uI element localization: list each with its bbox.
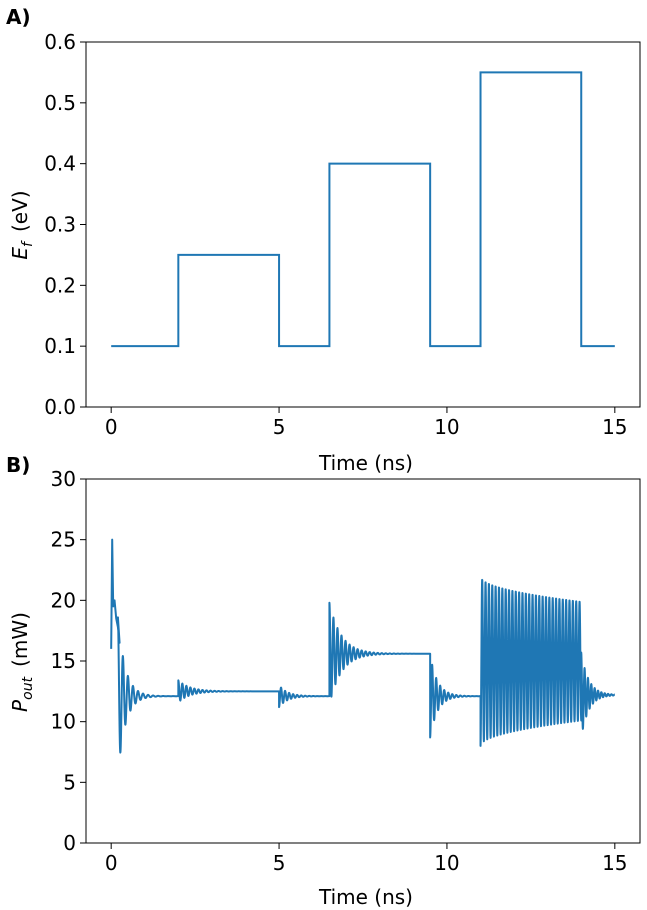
x-tick-label: 15: [602, 851, 627, 875]
y-tick-label: 0: [63, 831, 76, 855]
x-tick-label: 15: [602, 415, 627, 439]
panel-label-a: A): [6, 5, 31, 29]
x-tick-label: 0: [105, 851, 118, 875]
y-tick-label: 15: [51, 649, 76, 673]
pout-series-line: [110, 538, 616, 754]
x-tick-label: 5: [273, 851, 286, 875]
y-axis-title-b-sub: out: [20, 676, 36, 699]
y-tick-label: 0.6: [44, 30, 76, 54]
y-tick-label: 25: [51, 528, 76, 552]
y-axis-title-b-unit: (mW): [8, 612, 32, 667]
panel-label-b: B): [6, 453, 30, 477]
y-tick-label: 10: [51, 710, 76, 734]
y-ticks-a: 0.0 0.1 0.2 0.3 0.4 0.5 0.6: [44, 30, 86, 419]
y-tick-label: 0.2: [44, 273, 76, 297]
y-tick-label: 5: [63, 770, 76, 794]
y-tick-label: 0.1: [44, 334, 76, 358]
x-tick-label: 10: [434, 415, 459, 439]
y-axis-title-a-sub: f: [20, 240, 36, 247]
x-tick-label: 10: [434, 851, 459, 875]
y-tick-label: 20: [51, 588, 76, 612]
y-tick-label: 0.5: [44, 91, 76, 115]
y-tick-label: 0.3: [44, 213, 76, 237]
y-tick-label: 0.4: [44, 152, 76, 176]
x-ticks-b: 0 5 10 15: [105, 843, 628, 875]
y-axis-title-b: Pout (mW): [8, 612, 36, 712]
x-axis-title-b: Time (ns): [318, 885, 413, 909]
plot-frame-a: [85, 41, 641, 408]
y-axis-title-a-unit: (eV): [8, 190, 32, 232]
ef-series-line: [111, 71, 615, 348]
y-axis-title-a: Ef (eV): [8, 190, 36, 259]
panel-b: B) 0 5 10 15 0 5 10 15 20 25 30 Time (ns) Pout (mW…: [6, 453, 641, 909]
panel-a: A) 0 5 10 15 0.0 0.1 0.2 0.3 0.4 0.5 0.6 Time (ns…: [6, 5, 641, 475]
y-tick-label: 0.0: [44, 395, 76, 419]
y-axis-title-a-main: E: [8, 247, 32, 260]
y-tick-label: 30: [51, 467, 76, 491]
y-ticks-b: 0 5 10 15 20 25 30: [51, 467, 86, 855]
x-ticks-a: 0 5 10 15: [105, 407, 628, 439]
x-tick-label: 5: [273, 415, 286, 439]
x-axis-title-a: Time (ns): [318, 451, 413, 475]
y-axis-title-b-main: P: [8, 699, 32, 712]
x-tick-label: 0: [105, 415, 118, 439]
